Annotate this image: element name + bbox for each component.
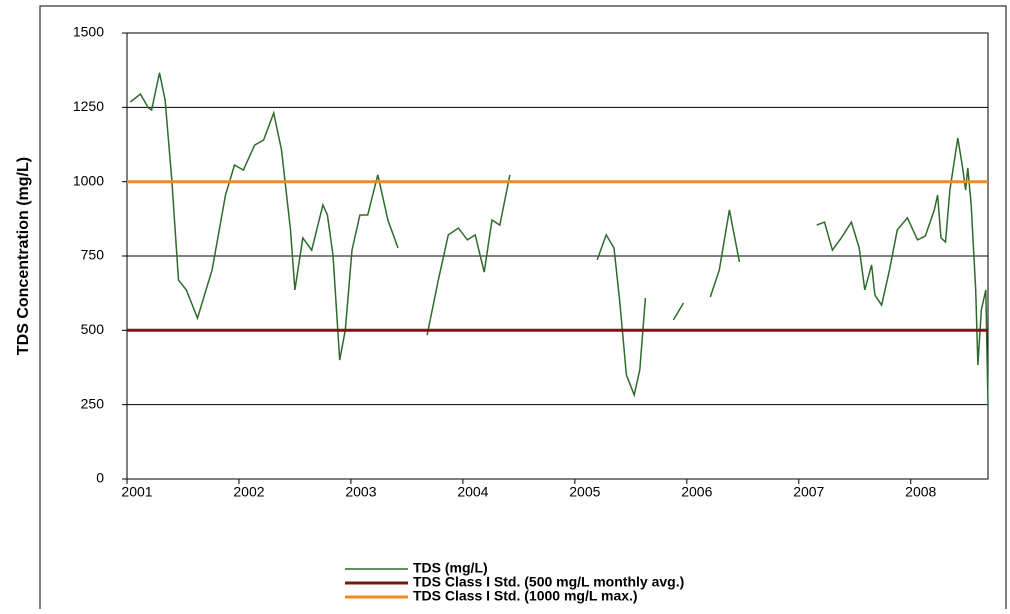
- x-tick-label: 2003: [345, 484, 376, 500]
- x-tick-label: 2005: [569, 484, 600, 500]
- y-tick-label: 1500: [73, 24, 104, 40]
- series-line: [129, 72, 989, 406]
- y-tick-label: 750: [81, 247, 105, 263]
- x-tick-label: 2006: [681, 484, 712, 500]
- x-tick-label: 2001: [121, 484, 152, 500]
- y-tick-label: 0: [96, 470, 104, 486]
- x-tick-label: 2004: [457, 484, 488, 500]
- legend-label: TDS Class I Std. (1000 mg/L max.): [413, 588, 638, 604]
- y-tick-label: 1000: [73, 172, 104, 188]
- x-tick-label: 2002: [233, 484, 264, 500]
- y-tick-label: 250: [81, 395, 105, 411]
- y-tick-label: 1250: [73, 98, 104, 114]
- y-axis-label: TDS Concentration (mg/L): [15, 157, 32, 355]
- x-tick-label: 2008: [905, 484, 936, 500]
- x-tick-label: 2007: [793, 484, 824, 500]
- y-tick-label: 500: [81, 321, 105, 337]
- legend-label: TDS Class I Std. (500 mg/L monthly avg.): [413, 574, 684, 590]
- legend-label: TDS (mg/L): [413, 560, 488, 576]
